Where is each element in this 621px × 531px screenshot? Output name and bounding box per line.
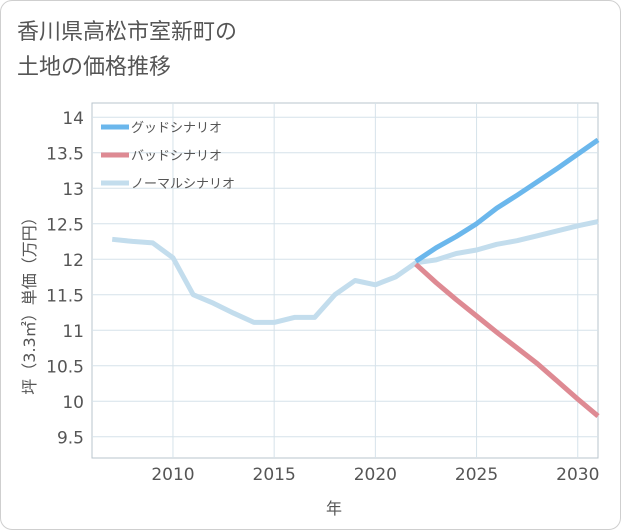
x-tick-label: 2025 xyxy=(455,465,498,485)
series-line-bad xyxy=(414,262,600,419)
y-tick-label: 14 xyxy=(62,109,84,129)
y-tick-label: 13.5 xyxy=(46,145,84,165)
chart-title: 香川県高松市室新町の 土地の価格推移 xyxy=(17,20,238,80)
y-tick-label: 11.5 xyxy=(46,287,84,307)
legend-label-good: グッドシナリオ xyxy=(131,121,222,136)
y-tick-label: 12.5 xyxy=(46,216,84,236)
x-tick-label: 2010 xyxy=(151,465,194,485)
axis-ticks: 9.5 10 10.5 11 11.5 12 12.5 13 13.5 14 2010 2015 202… xyxy=(46,109,599,485)
series-lines xyxy=(111,137,600,419)
legend-label-normal: ノーマルシナリオ xyxy=(131,177,235,192)
x-axis-label: 年 xyxy=(326,499,342,518)
y-tick-label: 10 xyxy=(62,393,84,413)
y-axis-label: 坪（3.3㎡）単価（万円） xyxy=(20,209,39,394)
y-tick-label: 13 xyxy=(62,180,84,200)
x-tick-label: 2030 xyxy=(556,465,599,485)
y-tick-label: 11 xyxy=(62,322,84,342)
plot-area-border xyxy=(91,102,599,459)
series-line-normal xyxy=(111,219,599,325)
y-tick-label: 9.5 xyxy=(57,429,84,449)
legend-label-bad: バッドシナリオ xyxy=(131,149,222,164)
y-tick-label: 10.5 xyxy=(46,358,84,378)
y-tick-label: 12 xyxy=(62,251,84,271)
x-tick-label: 2015 xyxy=(253,465,296,485)
series-line-good xyxy=(414,137,600,264)
x-tick-label: 2020 xyxy=(354,465,397,485)
